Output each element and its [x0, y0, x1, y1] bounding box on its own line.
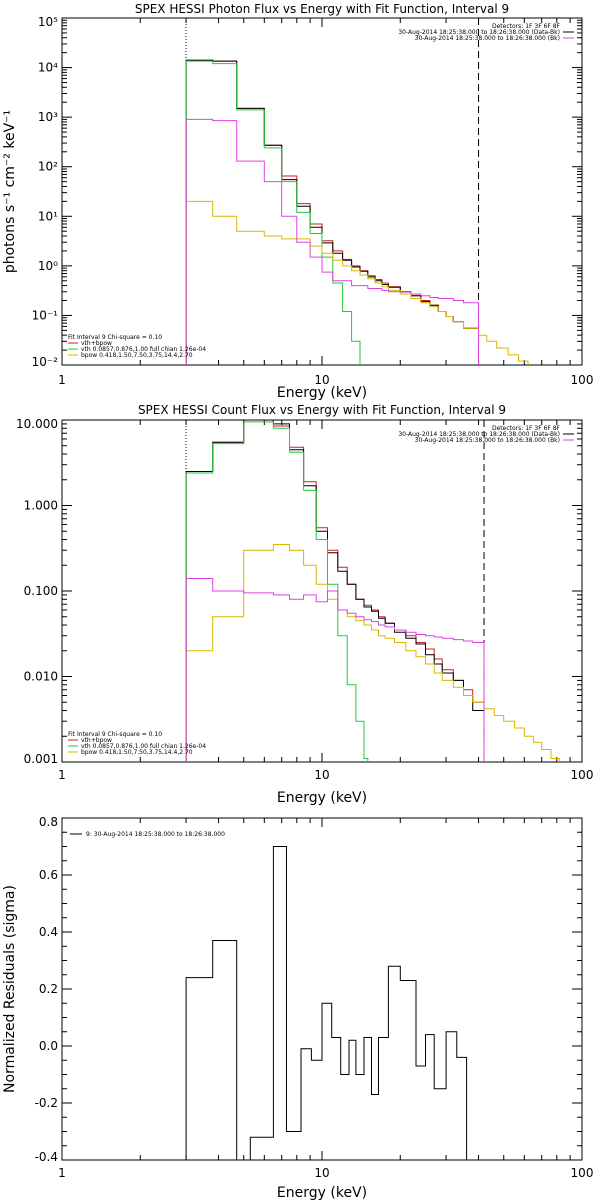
- x-tick-label: 100: [571, 1166, 594, 1180]
- y-axis: 10⁻² 10⁻¹ 10⁰ 10¹ 10² 10³ 10⁴ 10⁵ photons s⁻¹ cm…: [2, 15, 582, 369]
- legend-entry: 30-Aug-2014 18:25:38.000 to 18:26:38.000…: [398, 29, 560, 36]
- legend-bottom-left: Fit Interval 9 Chi-square = 0.10vth+bpow…: [68, 731, 206, 756]
- y-tick-label: 10³: [38, 110, 58, 124]
- x-axis-label: Energy (keV): [277, 790, 367, 806]
- chart-title: SPEX HESSI Count Flux vs Energy with Fit…: [138, 403, 506, 417]
- y-tick-label: 10⁻¹: [32, 308, 59, 322]
- x-tick-label: 100: [571, 373, 594, 387]
- legend-entry: vth 0.0857,0.876,1.00 full chian 1.26e-0…: [81, 743, 206, 750]
- y-axis: 0.001 0.010 0.100 1.000 10.000: [16, 417, 582, 766]
- legend-entry: vth+bpow: [81, 340, 112, 347]
- legend-entry: 30-Aug-2014 18:25:38.000 to 18:26:38.000…: [415, 35, 560, 42]
- x-tick-label: 100: [571, 768, 594, 782]
- series-group: [185, 846, 468, 1160]
- x-tick-label: 1: [58, 768, 66, 782]
- x-axis-label: Energy (keV): [277, 385, 367, 401]
- y-tick-label: -0.4: [35, 1150, 58, 1164]
- chart-title: SPEX HESSI Photon Flux vs Energy with Fi…: [135, 2, 509, 16]
- plot-frame: [61, 17, 583, 366]
- y-tick-label: 10¹: [38, 209, 58, 223]
- series-line-1: [185, 59, 479, 365]
- chart-panel-3: 1 10 100 Energy (keV) -0.4 -0.2 0.0 0.2 0.4 0.6 0.…: [2, 815, 593, 1200]
- y-tick-label: 10.000: [16, 417, 58, 431]
- legend-entry: vth+bpow: [81, 737, 112, 744]
- x-axis: 1 10 100 Energy (keV): [58, 818, 593, 1200]
- series-line-4: [185, 200, 538, 365]
- y-axis: -0.4 -0.2 0.0 0.2 0.4 0.6 0.8 Normalized Residu…: [2, 815, 582, 1164]
- plot-frame: [61, 419, 583, 763]
- x-tick-label: 1: [58, 373, 66, 387]
- legend-entry: Fit Interval 9 Chi-square = 0.10: [68, 731, 162, 738]
- y-axis-label: Normalized Residuals (sigma): [2, 885, 18, 1093]
- legend-entry: Detectors: 1F 3F 6F 8F: [492, 23, 561, 30]
- legend-top-left: 9: 30-Aug-2014 18:25:38.000 to 18:26:38.…: [70, 831, 225, 838]
- y-tick-label: 10⁴: [38, 61, 58, 75]
- plot-frame: [61, 817, 583, 1161]
- y-tick-label: 0.8: [39, 815, 58, 829]
- legend-entry: 30-Aug-2014 18:25:38.000 to 18:26:38.000…: [415, 437, 560, 444]
- y-tick-label: 0.100: [24, 584, 58, 598]
- y-tick-label: 0.2: [39, 982, 58, 996]
- y-tick-label: 10²: [38, 160, 58, 174]
- y-axis-label: photons s⁻¹ cm⁻² keV⁻¹: [2, 110, 18, 273]
- x-tick-label: 1: [58, 1166, 66, 1180]
- x-axis: 1 10 100 Energy (keV): [58, 420, 593, 806]
- y-tick-label: 0.010: [24, 670, 58, 684]
- chart-panel-2: SPEX HESSI Count Flux vs Energy with Fit…: [16, 403, 593, 806]
- y-tick-label: 0.6: [39, 868, 58, 882]
- x-tick-label: 10: [314, 768, 329, 782]
- x-tick-label: 10: [314, 1166, 329, 1180]
- legend-entry: Detectors: 1F 3F 6F 8F: [492, 425, 561, 432]
- y-tick-label: 10⁵: [38, 15, 58, 29]
- y-tick-label: 10⁰: [38, 259, 58, 273]
- x-axis: 1 10 100 Energy (keV): [58, 18, 593, 401]
- series-group: [185, 420, 561, 762]
- series-line-3: [185, 421, 369, 762]
- legend-entry: bpow 0.418,1.50,7.50,3.75,14.4,2.70: [81, 352, 193, 359]
- series-line-2: [185, 59, 479, 365]
- series-line-5: [185, 578, 485, 762]
- y-tick-label: 0.0: [39, 1039, 58, 1053]
- y-tick-label: 0.4: [39, 925, 58, 939]
- legend-entry: 9: 30-Aug-2014 18:25:38.000 to 18:26:38.…: [86, 831, 225, 838]
- series-line-4: [185, 544, 561, 762]
- legend-entry: 30-Aug-2014 18:25:38.000 to 18:26:38.000…: [398, 431, 560, 438]
- y-tick-label: 10⁻²: [32, 355, 59, 369]
- y-tick-label: 0.001: [24, 752, 58, 766]
- legend-entry: bpow 0.418,1.50,7.50,3.75,14.4,2.70: [81, 749, 193, 756]
- legend-entry: vth 0.0857,0.876,1.00 full chian 1.26e-0…: [81, 346, 206, 353]
- chart-panel-1: SPEX HESSI Photon Flux vs Energy with Fi…: [2, 2, 593, 401]
- series-line-5: [185, 118, 479, 365]
- series-group: [185, 59, 538, 365]
- x-tick-label: 10: [314, 373, 329, 387]
- y-tick-label: 1.000: [24, 499, 58, 513]
- series-line-1: [185, 846, 468, 1160]
- legend-entry: Fit Interval 9 Chi-square = 0.10: [68, 334, 162, 341]
- series-line-3: [185, 60, 361, 365]
- x-axis-label: Energy (keV): [277, 1185, 367, 1200]
- legend-bottom-left: Fit Interval 9 Chi-square = 0.10vth+bpow…: [68, 334, 206, 359]
- y-tick-label: -0.2: [35, 1096, 58, 1110]
